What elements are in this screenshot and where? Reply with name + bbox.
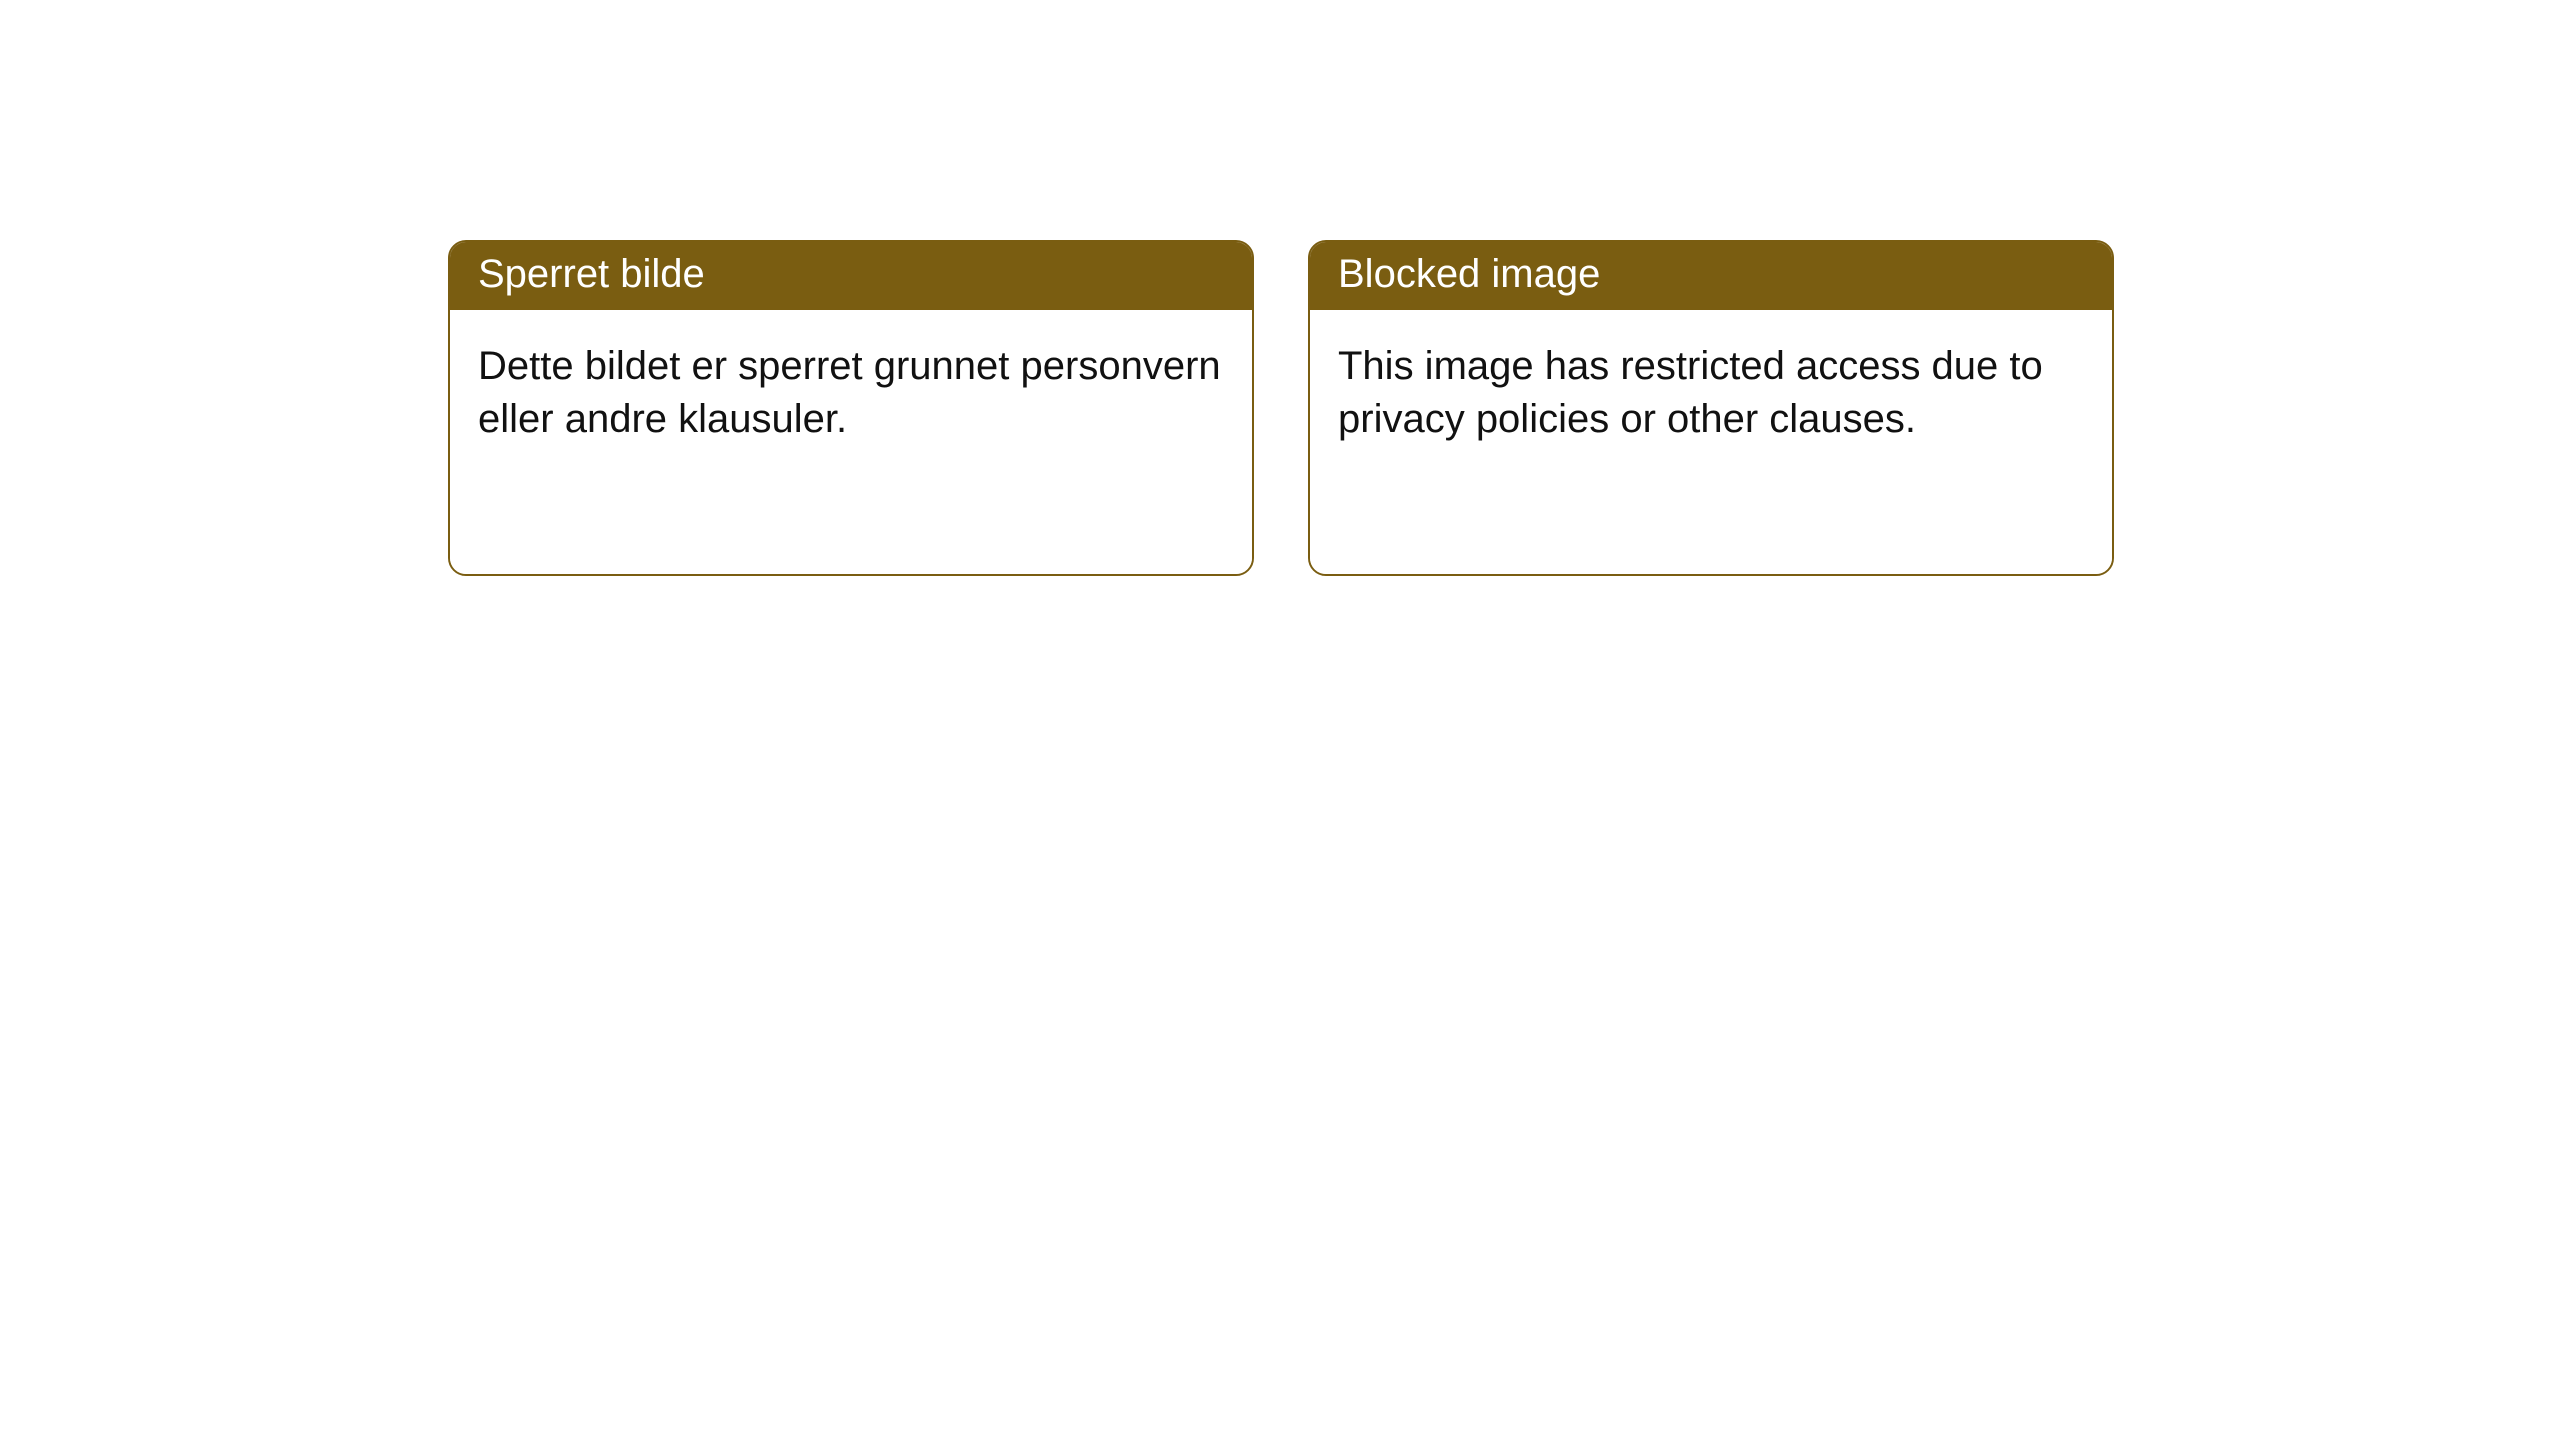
card-body-norwegian: Dette bildet er sperret grunnet personve… <box>450 310 1252 574</box>
card-norwegian: Sperret bilde Dette bildet er sperret gr… <box>448 240 1254 576</box>
notice-row: Sperret bilde Dette bildet er sperret gr… <box>0 0 2560 576</box>
card-body-english: This image has restricted access due to … <box>1310 310 2112 574</box>
card-header-english: Blocked image <box>1310 242 2112 310</box>
card-header-norwegian: Sperret bilde <box>450 242 1252 310</box>
card-english: Blocked image This image has restricted … <box>1308 240 2114 576</box>
